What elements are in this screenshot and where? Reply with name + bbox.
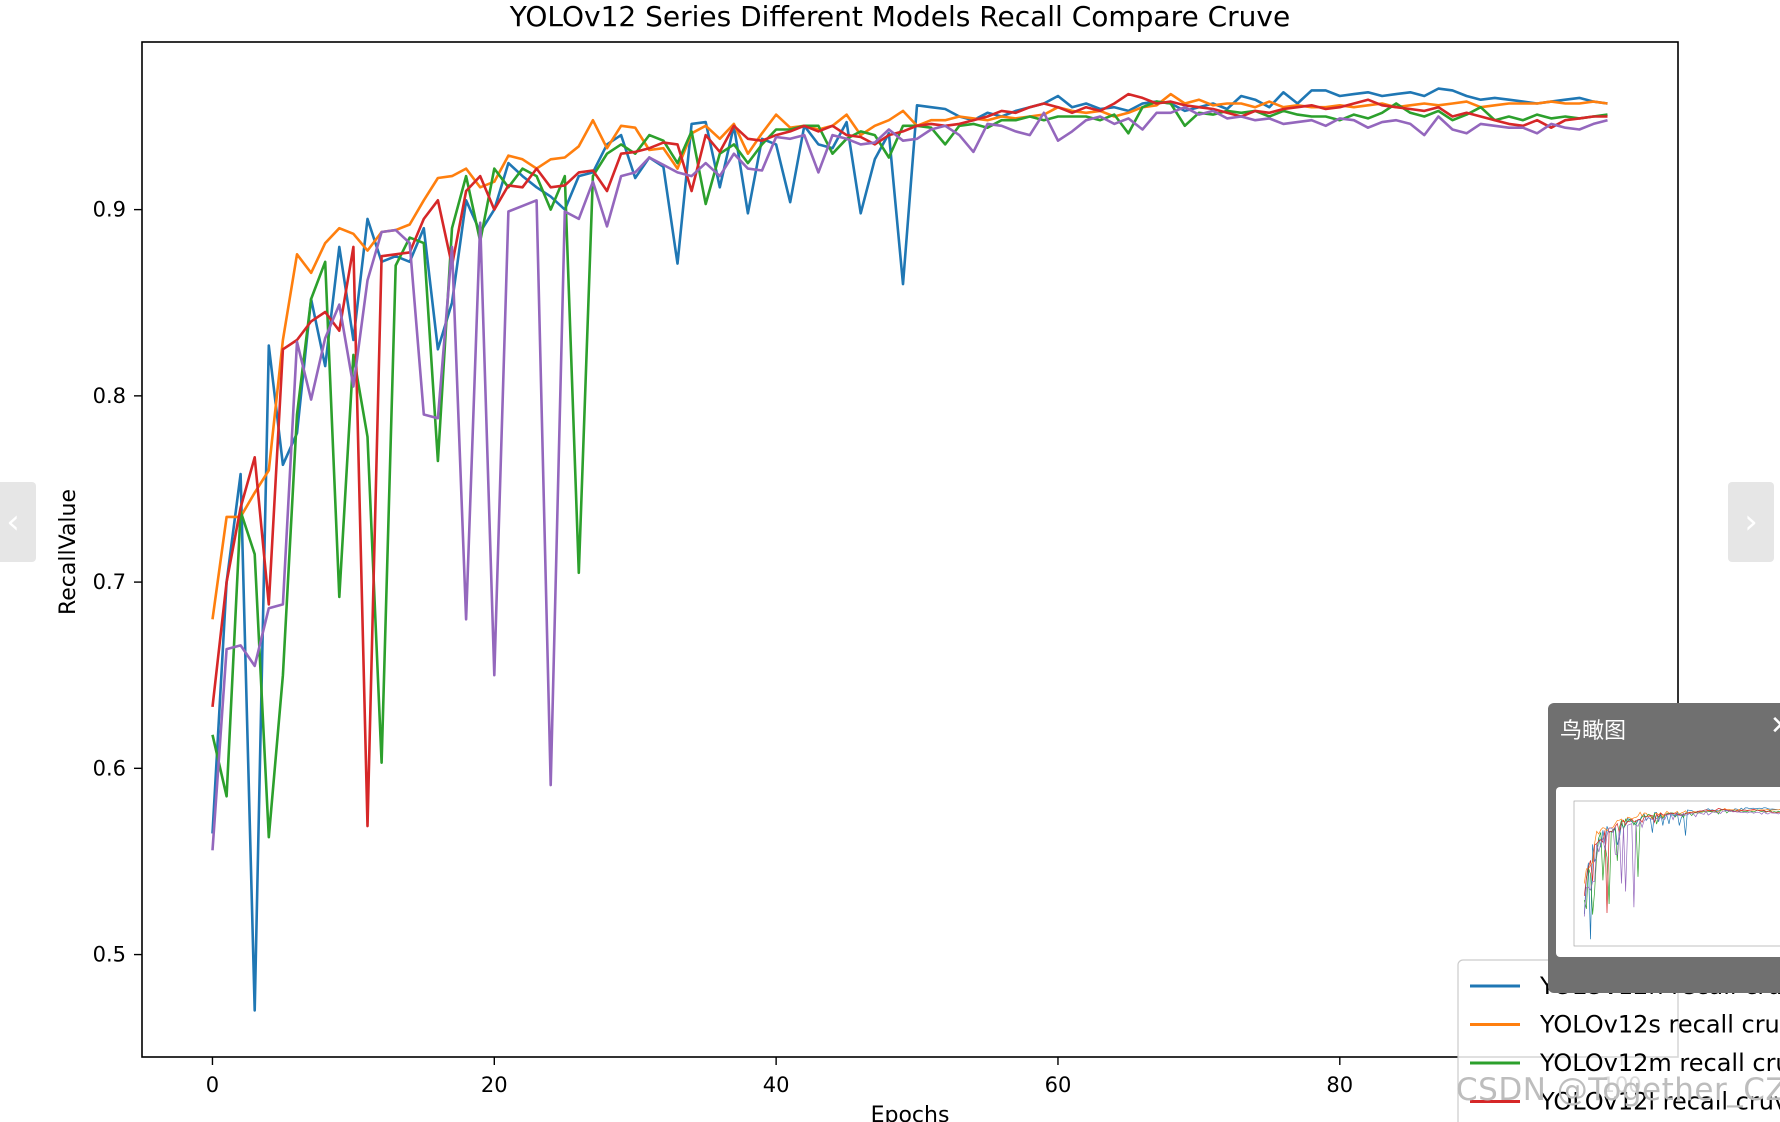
x-tick-label: 80 <box>1326 1073 1353 1097</box>
chevron-left-icon: ‹ <box>6 502 20 542</box>
minimap-frame <box>1573 800 1780 947</box>
y-axis-ticks: 0.5 0.6 0.7 0.8 0.9 <box>93 198 142 967</box>
minimap-series-line-1 <box>1583 807 1780 940</box>
legend-entry: YOLOv12l recall cruve <box>1539 1088 1780 1116</box>
series-lines <box>211 87 1608 1012</box>
minimap-title: 鸟瞰图 <box>1560 719 1627 744</box>
x-axis-label: Epochs <box>871 1103 950 1122</box>
legend-entry: YOLOv12s recall cruve <box>1539 1011 1780 1039</box>
x-tick-label: 60 <box>1045 1073 1072 1097</box>
y-axis-label: RecallValue <box>56 489 81 615</box>
minimap-chart-preview <box>1573 800 1780 947</box>
x-tick-label: 40 <box>763 1073 790 1097</box>
watermark: CSDN @Together_CZ <box>1456 1072 1780 1108</box>
chevron-right-icon: › <box>1744 502 1758 542</box>
minimap-series-line-3 <box>1583 809 1780 915</box>
plot-frame <box>141 41 1679 1058</box>
minimap-series-line-2 <box>1583 807 1780 884</box>
series-line-3 <box>211 100 1608 839</box>
series-line-2 <box>211 92 1608 620</box>
y-tick-label: 0.5 <box>93 943 126 967</box>
minimap-series-line-4 <box>1583 808 1780 914</box>
previous-image-button[interactable]: ‹ <box>0 482 36 562</box>
legend-entry: YOLOv12m recall cruve <box>1539 1049 1780 1077</box>
minimap-panel[interactable]: 鸟瞰图 ✕ <box>1548 703 1780 993</box>
x-axis-ticks: 020406080100 <box>206 1057 1642 1097</box>
close-icon[interactable]: ✕ <box>1770 711 1780 741</box>
y-tick-label: 0.8 <box>93 384 126 408</box>
y-tick-label: 0.9 <box>93 198 126 222</box>
next-image-button[interactable]: › <box>1728 482 1774 562</box>
y-tick-label: 0.7 <box>93 570 126 594</box>
y-tick-label: 0.6 <box>93 756 126 780</box>
chart-title: YOLOv12 Series Different Models Recall C… <box>509 0 1290 33</box>
series-line-5 <box>211 105 1608 851</box>
minimap-series-line-5 <box>1583 809 1780 917</box>
minimap-thumbnail[interactable] <box>1556 787 1780 957</box>
series-line-4 <box>211 92 1608 828</box>
x-tick-label: 20 <box>481 1073 508 1097</box>
x-tick-label: 0 <box>206 1073 219 1097</box>
